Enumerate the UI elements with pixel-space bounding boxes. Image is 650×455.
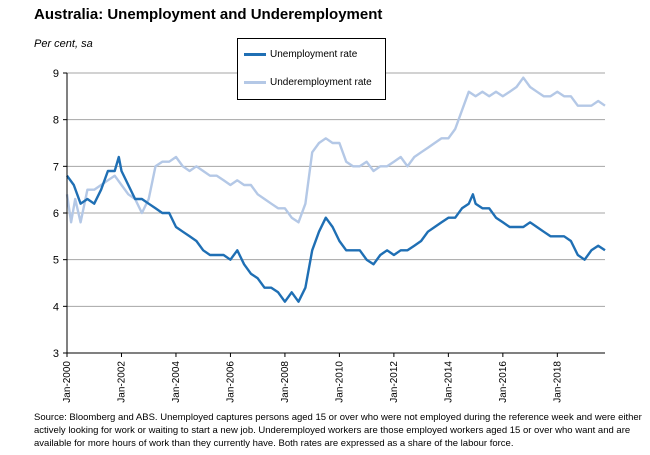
series-line-underemployment [65,76,606,224]
series-line-unemployment [66,155,606,303]
x-tick-label-2004: Jan-2004 [171,361,182,403]
y-tick-label-3: 3 [53,348,59,360]
legend: Unemployment rate Underemployment rate [237,38,386,100]
x-tick-label-2008: Jan-2008 [280,361,291,403]
legend-swatch-unemployment [244,53,266,56]
x-tick-label-2016: Jan-2016 [498,361,509,403]
y-tick-label-5: 5 [53,255,59,267]
source-note: Source: Bloomberg and ABS. Unemployed ca… [34,412,642,449]
legend-label-unemployment: Unemployment rate [270,49,358,60]
series-lines [65,76,606,303]
gridlines [67,72,605,307]
legend-item-underemployment: Underemployment rate [244,77,372,88]
y-tick-label-6: 6 [53,208,59,220]
y-tick-label-8: 8 [53,115,59,127]
chart-title: Australia: Unemployment and Underemploym… [34,6,383,23]
y-tick-label-4: 4 [53,301,59,313]
legend-swatch-underemployment [244,81,266,84]
x-tick-label-2002: Jan-2002 [116,361,127,403]
x-tick-label-2014: Jan-2014 [443,361,454,403]
y-axis-unit-label: Per cent, sa [34,38,93,50]
x-tick-label-2018: Jan-2018 [552,361,563,403]
y-tick-label-9: 9 [53,68,59,80]
x-tick-label-2000: Jan-2000 [62,361,73,403]
legend-label-underemployment: Underemployment rate [270,77,372,88]
legend-item-unemployment: Unemployment rate [244,49,357,60]
axes: 3 4 5 6 7 8 9 Jan-2000 Jan-2002 Jan-2004 Jan-2006 J… [53,68,605,403]
x-tick-label-2012: Jan-2012 [389,361,400,403]
x-tick-label-2010: Jan-2010 [334,361,345,403]
y-tick-label-7: 7 [53,161,59,173]
x-tick-label-2006: Jan-2006 [225,361,236,403]
